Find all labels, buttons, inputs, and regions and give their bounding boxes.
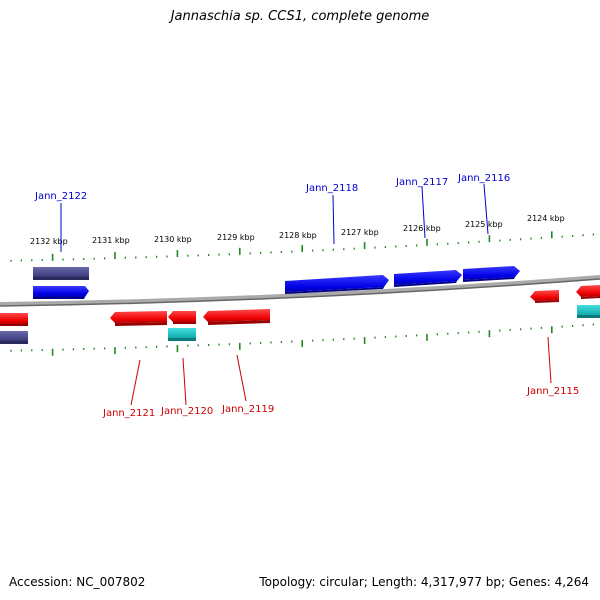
scale-label: 2124 kbp — [527, 214, 565, 223]
navy-feature-upper[interactable] — [33, 267, 89, 280]
genome-backbone-shade — [0, 278, 600, 307]
gene-jann-2116[interactable] — [463, 266, 520, 282]
leader-line-2117 — [421, 186, 426, 239]
genome-backbone — [0, 275, 600, 306]
leader-line-2116 — [483, 183, 489, 235]
gene-label-jann-2115[interactable]: Jann_2115 — [526, 386, 579, 397]
scale-label: 2132 kbp — [30, 237, 68, 246]
gene-jann-2119[interactable] — [203, 309, 270, 325]
cyan-feature-right-edge[interactable] — [577, 305, 600, 318]
scale-label: 2125 kbp — [465, 220, 503, 229]
scale-label: 2127 kbp — [341, 228, 379, 237]
leader-line-2119 — [236, 354, 247, 402]
leader-line-2121 — [130, 359, 141, 406]
gene-label-jann-2120[interactable]: Jann_2120 — [160, 406, 213, 417]
gene-right-edge-red[interactable] — [576, 285, 600, 299]
gene-label-jann-2121[interactable]: Jann_2121 — [102, 408, 155, 419]
gene-jann-2115[interactable] — [530, 290, 559, 303]
scale-label: 2130 kbp — [154, 235, 192, 244]
gene-jann-2121[interactable] — [110, 311, 167, 326]
genome-title: Jannaschia sp. CCS1, complete genome — [170, 9, 430, 24]
gene-label-jann-2118[interactable]: Jann_2118 — [305, 183, 358, 194]
scale-label: 2131 kbp — [92, 236, 130, 245]
leader-line-2118 — [332, 194, 335, 245]
leader-line-2120 — [182, 357, 187, 406]
scale-label: 2129 kbp — [217, 233, 255, 242]
cyan-feature-2120[interactable] — [168, 328, 196, 341]
gene-label-jann-2117[interactable]: Jann_2117 — [395, 177, 448, 188]
gene-jann-2118[interactable] — [285, 275, 389, 294]
gene-label-jann-2119[interactable]: Jann_2119 — [221, 404, 274, 415]
gene-jann-2122[interactable] — [33, 286, 89, 299]
gene-jann-2120[interactable] — [168, 311, 196, 324]
scale-label: 2126 kbp — [403, 224, 441, 233]
gene-label-jann-2122[interactable]: Jann_2122 — [34, 191, 87, 202]
scale-label: 2128 kbp — [279, 231, 317, 240]
gene-label-jann-2116[interactable]: Jann_2116 — [457, 173, 510, 184]
navy-feature-left-edge[interactable] — [0, 331, 28, 344]
accession-text: Accession: NC_007802 — [9, 575, 146, 589]
topology-text: Topology: circular; Length: 4,317,977 bp… — [259, 575, 589, 589]
lower-tick-row — [10, 323, 595, 356]
gene-jann-2117[interactable] — [394, 270, 462, 287]
upper-tick-row — [10, 231, 595, 262]
gene-left-edge-red[interactable] — [0, 313, 28, 326]
leader-line-2115 — [547, 336, 552, 384]
